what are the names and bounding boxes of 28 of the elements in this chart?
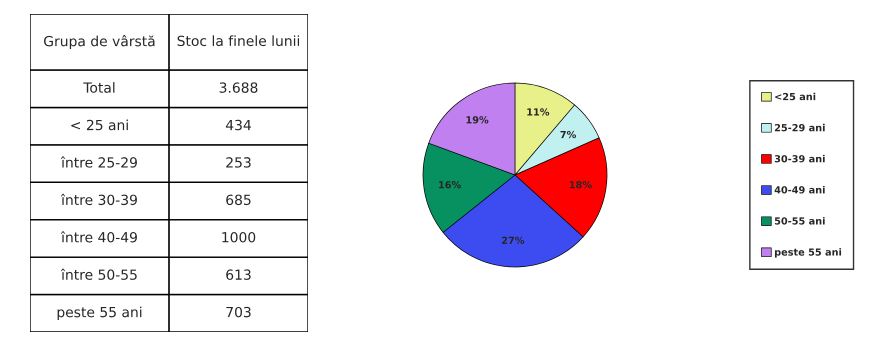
data-label: 7%	[560, 130, 576, 138]
legend-label: peste 55 ani	[774, 248, 842, 258]
text: între 25-29	[60, 156, 137, 168]
data-label: 11%	[527, 108, 550, 116]
text: 613	[226, 269, 251, 280]
text: < 25 ani	[71, 120, 128, 130]
text: Stoc la finele lunii	[178, 35, 300, 46]
legend-label: <25 ani	[775, 92, 816, 100]
text: între 40-49	[60, 231, 137, 242]
legend-label: 40-49 ani	[774, 186, 825, 194]
data-label: 18%	[570, 181, 592, 188]
text: 253	[226, 157, 251, 168]
data-label: 27%	[502, 236, 524, 244]
text: 434	[226, 120, 251, 130]
text: 703	[226, 306, 251, 318]
legend-label: 50-55 ani	[774, 217, 825, 225]
legend-label: 25-29 ani	[774, 124, 825, 132]
text: Total	[83, 82, 114, 93]
text: între 30-39	[60, 194, 137, 206]
text: 3.688	[220, 82, 258, 93]
legend-label: 30-39 ani	[774, 154, 825, 162]
text: peste 55 ani	[58, 306, 142, 320]
data-label: 16%	[439, 181, 461, 188]
text: 685	[226, 194, 251, 206]
text: între 50-55	[60, 268, 137, 280]
data-label: 19%	[466, 116, 488, 124]
text: 1000	[222, 232, 256, 242]
text: Grupa de vârstă	[44, 35, 154, 50]
